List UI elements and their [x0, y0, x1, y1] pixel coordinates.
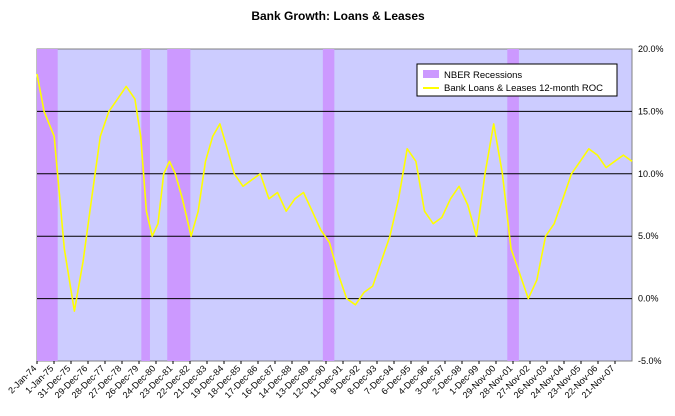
- recession-band: [322, 49, 335, 361]
- loans-series-line: [36, 73, 633, 312]
- recession-band: [167, 49, 191, 361]
- legend-label-recessions: NBER Recessions: [444, 70, 522, 81]
- legend-swatch-recessions: [423, 70, 439, 78]
- y-tick-label: 15.0%: [638, 106, 664, 116]
- y-tick-label: 10.0%: [638, 169, 664, 179]
- chart-title: Bank Growth: Loans & Leases: [251, 9, 425, 23]
- legend-label-loans: Bank Loans & Leases 12-month ROC: [444, 83, 603, 94]
- recession-band: [37, 49, 58, 361]
- y-tick-label: 20.0%: [638, 44, 664, 54]
- legend-box: [416, 63, 618, 97]
- plot-area: [36, 48, 633, 362]
- y-tick-label: 0.0%: [638, 294, 659, 304]
- y-tick-label: -5.0%: [638, 356, 662, 366]
- y-tick-label: 5.0%: [638, 231, 659, 241]
- recession-band: [507, 49, 519, 361]
